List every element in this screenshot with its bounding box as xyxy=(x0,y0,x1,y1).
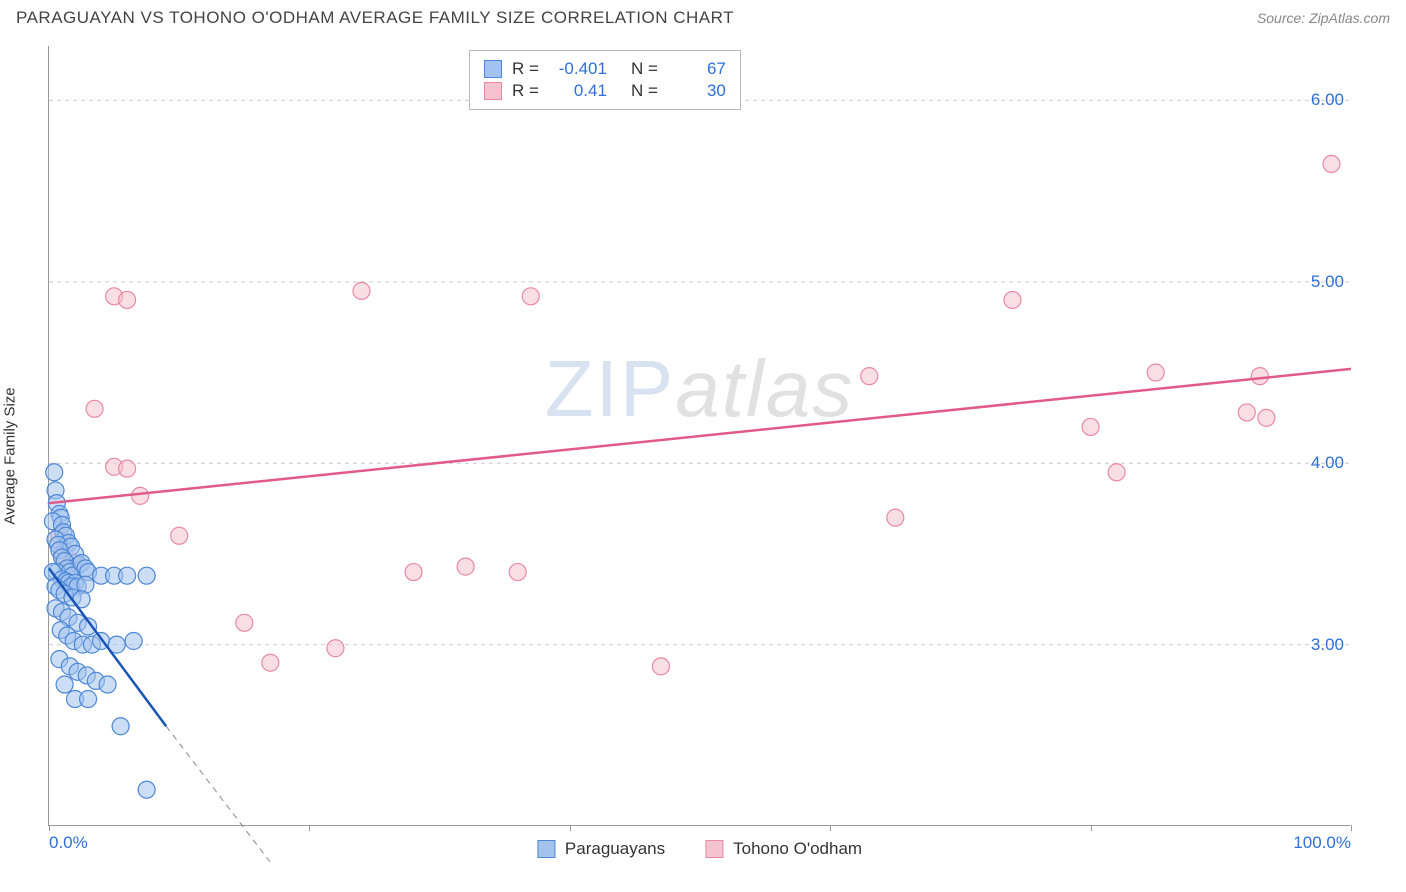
r-label: R = xyxy=(512,59,539,79)
trend-line xyxy=(49,568,166,726)
trendlines-layer xyxy=(49,46,1350,825)
legend-item-paraguayans: Paraguayans xyxy=(537,839,665,859)
swatch-tohono xyxy=(484,82,502,100)
legend-item-tohono: Tohono O'odham xyxy=(705,839,862,859)
swatch-paraguayans xyxy=(484,60,502,78)
y-tick-label: 3.00 xyxy=(1311,635,1344,655)
legend-label: Tohono O'odham xyxy=(733,839,862,859)
r-label: R = xyxy=(512,81,539,101)
trend-line-extrapolated xyxy=(166,726,270,862)
n-value-tohono: 30 xyxy=(668,81,726,101)
chart-title: PARAGUAYAN VS TOHONO O'ODHAM AVERAGE FAM… xyxy=(16,8,734,28)
correlation-box: R = -0.401 N = 67 R = 0.41 N = 30 xyxy=(469,50,741,110)
y-tick-label: 5.00 xyxy=(1311,272,1344,292)
y-axis-label: Average Family Size xyxy=(2,387,19,524)
y-tick-label: 6.00 xyxy=(1311,90,1344,110)
chart-area: Average Family Size ZIPatlas R = -0.401 … xyxy=(16,38,1390,874)
chart-source: Source: ZipAtlas.com xyxy=(1257,10,1390,26)
correlation-row-tohono: R = 0.41 N = 30 xyxy=(484,81,726,101)
r-value-paraguayans: -0.401 xyxy=(549,59,607,79)
n-label: N = xyxy=(631,81,658,101)
x-tick-label: 100.0% xyxy=(1293,833,1351,853)
r-value-tohono: 0.41 xyxy=(549,81,607,101)
n-value-paraguayans: 67 xyxy=(668,59,726,79)
chart-header: PARAGUAYAN VS TOHONO O'ODHAM AVERAGE FAM… xyxy=(0,0,1406,32)
legend-label: Paraguayans xyxy=(565,839,665,859)
n-label: N = xyxy=(631,59,658,79)
legend: Paraguayans Tohono O'odham xyxy=(537,839,862,859)
x-tick-label: 0.0% xyxy=(49,833,88,853)
swatch-paraguayans xyxy=(537,840,555,858)
swatch-tohono xyxy=(705,840,723,858)
scatter-plot: ZIPatlas R = -0.401 N = 67 R = 0.41 N = … xyxy=(48,46,1350,826)
y-tick-label: 4.00 xyxy=(1311,453,1344,473)
correlation-row-paraguayans: R = -0.401 N = 67 xyxy=(484,59,726,79)
trend-line xyxy=(49,369,1351,503)
